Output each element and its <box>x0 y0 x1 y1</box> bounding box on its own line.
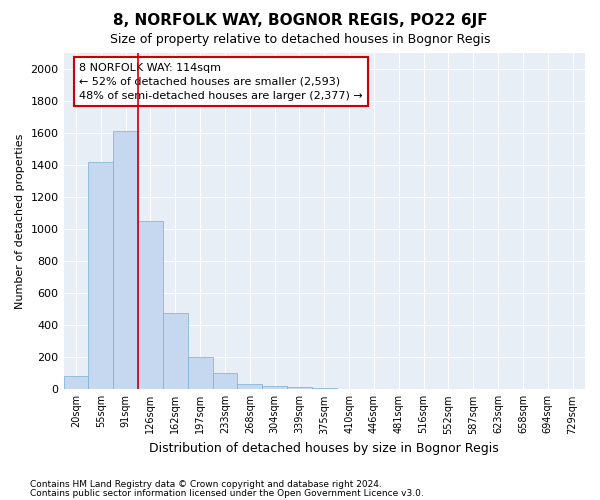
Bar <box>64 376 88 390</box>
Bar <box>287 387 312 390</box>
Text: 8, NORFOLK WAY, BOGNOR REGIS, PO22 6JF: 8, NORFOLK WAY, BOGNOR REGIS, PO22 6JF <box>113 12 487 28</box>
Bar <box>188 357 212 390</box>
Bar <box>113 131 138 390</box>
Bar <box>138 221 163 390</box>
Text: Contains public sector information licensed under the Open Government Licence v3: Contains public sector information licen… <box>30 488 424 498</box>
Text: 8 NORFOLK WAY: 114sqm
← 52% of detached houses are smaller (2,593)
48% of semi-d: 8 NORFOLK WAY: 114sqm ← 52% of detached … <box>79 62 363 100</box>
Bar <box>163 313 188 390</box>
X-axis label: Distribution of detached houses by size in Bognor Regis: Distribution of detached houses by size … <box>149 442 499 455</box>
Bar <box>212 374 238 390</box>
Bar <box>88 162 113 390</box>
Text: Contains HM Land Registry data © Crown copyright and database right 2024.: Contains HM Land Registry data © Crown c… <box>30 480 382 489</box>
Text: Size of property relative to detached houses in Bognor Regis: Size of property relative to detached ho… <box>110 32 490 46</box>
Bar <box>262 386 287 390</box>
Bar <box>238 384 262 390</box>
Bar <box>312 388 337 390</box>
Y-axis label: Number of detached properties: Number of detached properties <box>15 133 25 308</box>
